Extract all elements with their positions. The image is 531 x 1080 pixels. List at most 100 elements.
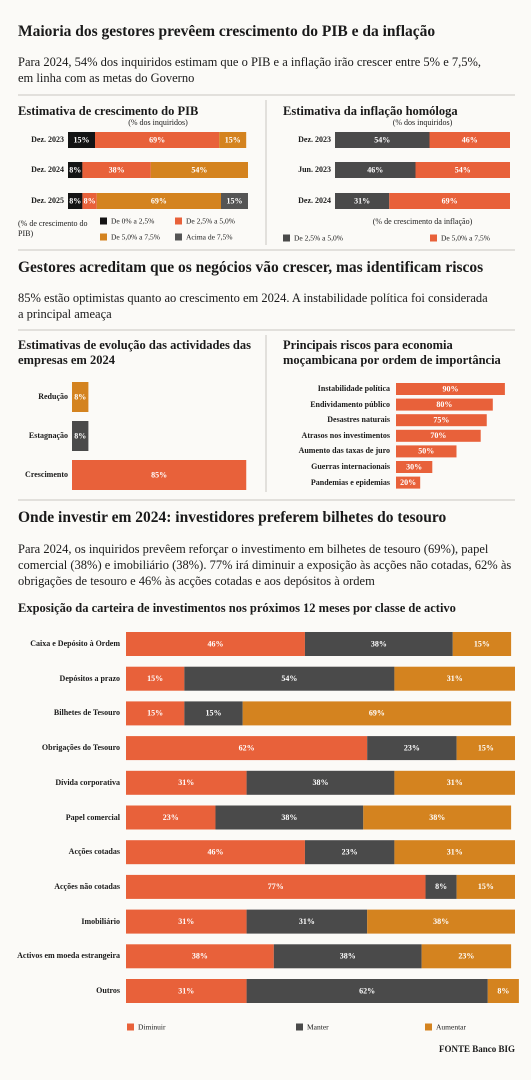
category-label: Dez. 2023: [31, 135, 64, 144]
data-label: 69%: [442, 196, 458, 205]
data-label: 15%: [147, 709, 163, 718]
bar-segment: [367, 736, 457, 761]
chart-note: (% de crescimento do PIB): [18, 219, 88, 238]
bar-segment: [126, 909, 247, 934]
bar-segment: [394, 666, 515, 691]
category-label: Dez. 2024: [298, 196, 331, 205]
data-label: 90%: [442, 384, 458, 393]
data-label: 85%: [151, 470, 167, 479]
category-label: Imobiliário: [81, 916, 120, 926]
data-label: 8%: [74, 392, 86, 401]
data-label: 62%: [239, 743, 255, 752]
category-label: Activos em moeda estrangeira: [17, 951, 120, 961]
bar-segment: [367, 909, 515, 934]
category-label: Crescimento: [25, 470, 68, 479]
section-title: Maioria dos gestores prevêem crescimento…: [18, 23, 436, 40]
bar: [396, 476, 421, 489]
bar-segment: [452, 632, 512, 656]
legend-swatch: [430, 234, 437, 242]
data-label: 8%: [69, 165, 81, 174]
bar-segment: [219, 132, 247, 148]
data-label: 31%: [447, 778, 463, 787]
bar-segment: [304, 840, 395, 865]
data-label: 75%: [433, 416, 449, 425]
data-label: 38%: [371, 639, 387, 648]
bar-segment: [82, 193, 97, 209]
chart-subtitle: (% dos inquiridos): [392, 118, 453, 127]
data-label: 31%: [447, 848, 463, 857]
data-label: 46%: [207, 639, 223, 648]
data-label: 31%: [447, 674, 463, 683]
bar-segment: [126, 736, 368, 761]
chart-title: Estimativa de crescimento do PIB: [18, 104, 199, 118]
category-label: Desastres naturais: [327, 415, 390, 425]
category-label: Caixa e Depósito à Ordem: [30, 639, 120, 648]
category-label: Outros: [96, 986, 120, 995]
legend-label: De 5,0% a 7,5%: [111, 232, 160, 242]
category-label: Dez. 2023: [298, 135, 331, 144]
bar-segment: [126, 666, 185, 691]
data-label: 23%: [342, 848, 358, 857]
legend-swatch: [283, 234, 290, 242]
legend-label: De 0% a 2,5%: [111, 216, 155, 226]
data-label: 62%: [359, 986, 375, 995]
data-label: 23%: [458, 952, 474, 961]
category-label: Dívida corporativa: [55, 777, 120, 787]
legend-label: Aumentar: [436, 1022, 466, 1032]
bar-segment: [126, 944, 274, 969]
data-label: 23%: [163, 813, 179, 822]
data-label: 15%: [147, 674, 163, 683]
data-label: 38%: [109, 165, 125, 174]
chart-subtitle: (% dos inquiridos): [128, 118, 188, 127]
data-label: 38%: [429, 813, 445, 822]
bar-segment: [184, 701, 243, 726]
bar: [396, 414, 487, 427]
bar: [396, 383, 505, 395]
data-label: 54%: [281, 674, 297, 683]
category-label: Redução: [38, 392, 68, 401]
category-label: Estagnação: [28, 431, 68, 440]
data-label: 69%: [151, 196, 167, 205]
legend-swatch: [175, 217, 182, 225]
data-label: 38%: [192, 952, 208, 961]
category-label: Atrasos nos investimentos: [301, 430, 390, 440]
chart-title: Principais riscos para economia moçambic…: [283, 338, 501, 367]
data-label: 15%: [225, 135, 241, 144]
data-label: 8%: [435, 882, 447, 891]
data-label: 8%: [69, 196, 81, 205]
bar-segment: [415, 162, 510, 178]
bar-segment: [246, 979, 488, 1003]
data-label: 31%: [299, 917, 315, 926]
data-label: 15%: [74, 135, 90, 144]
chart-note: (% de crescimento da inflação): [372, 217, 473, 226]
bar: [396, 398, 493, 411]
data-label: 15%: [478, 743, 494, 752]
bar-segment: [246, 770, 395, 795]
legend-label: Diminuir: [138, 1022, 166, 1032]
category-label: Dez. 2024: [31, 165, 64, 174]
data-label: 38%: [340, 952, 356, 961]
data-label: 8%: [497, 986, 509, 995]
section-text: 85% estão optimistas quanto ao crescimen…: [18, 291, 488, 321]
bar-segment: [429, 132, 510, 148]
category-label: Aumento das taxas de juro: [298, 446, 390, 456]
bar-segment: [126, 979, 247, 1003]
data-label: 15%: [206, 709, 222, 718]
data-label: 8%: [74, 431, 86, 440]
bar-segment: [126, 632, 305, 656]
data-label: 31%: [354, 196, 370, 205]
bar-segment: [126, 840, 305, 865]
data-label: 70%: [430, 431, 446, 440]
category-label: Guerras internacionais: [311, 462, 390, 471]
bar-segment: [126, 770, 247, 795]
data-label: 77%: [268, 882, 284, 891]
bar-segment: [96, 193, 221, 209]
bar-segment: [394, 770, 515, 795]
bar-segment: [273, 944, 422, 969]
bar-segment: [184, 666, 395, 691]
bar-segment: [221, 193, 248, 209]
bar-segment: [425, 874, 457, 899]
bar-segment: [335, 193, 390, 209]
